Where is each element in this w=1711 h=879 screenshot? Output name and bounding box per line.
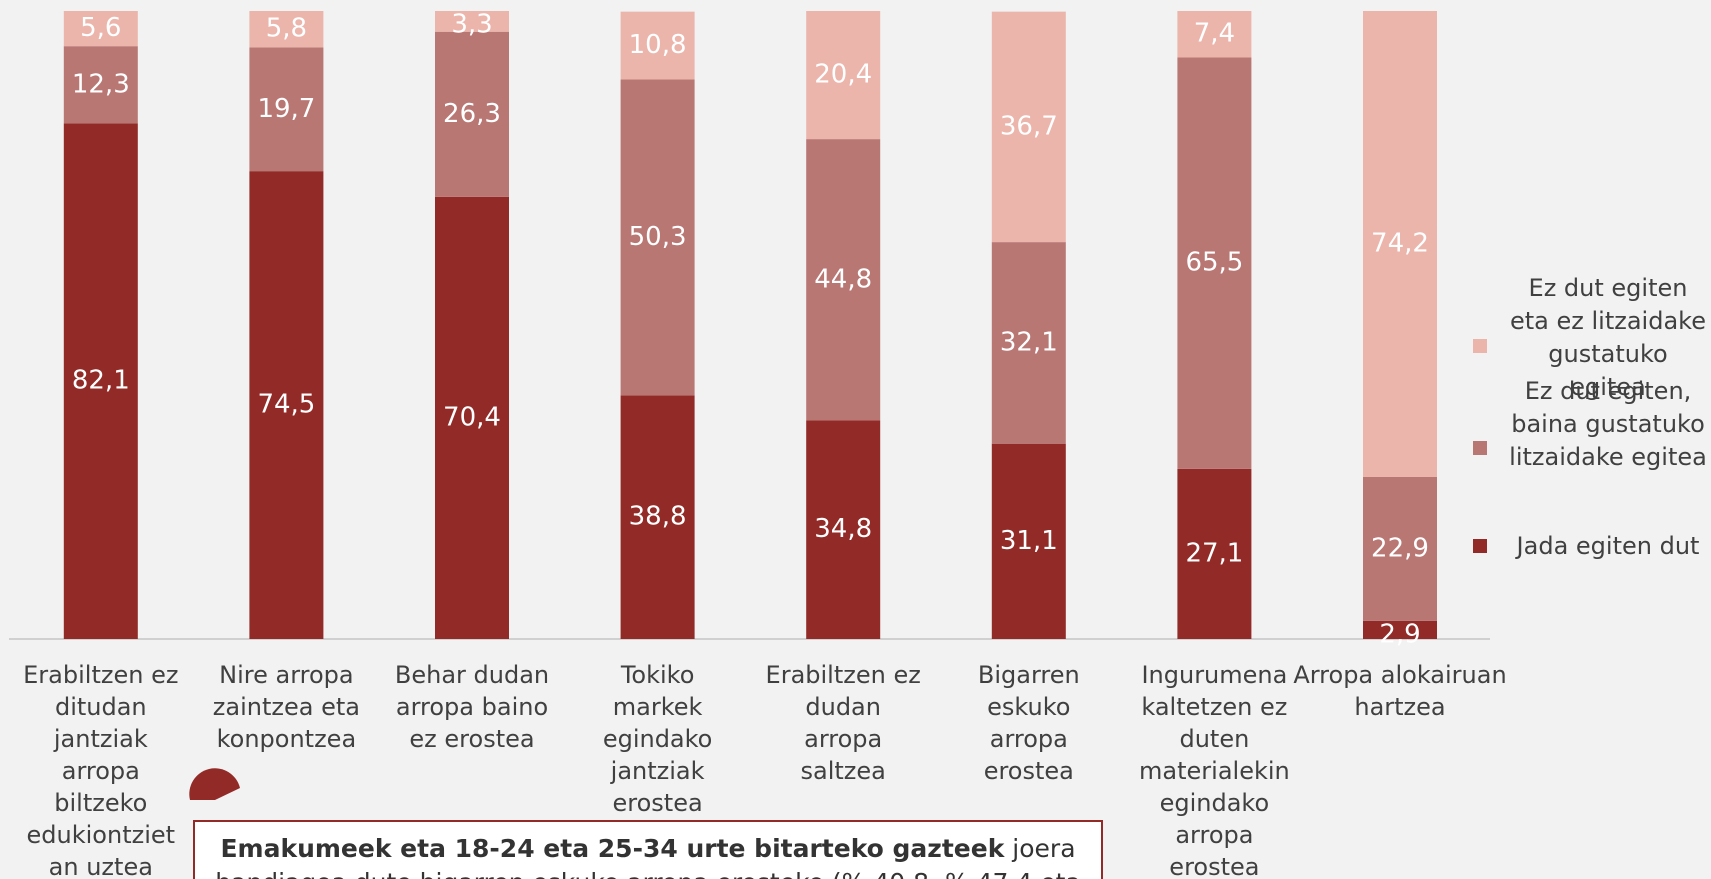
bar-segment — [1363, 620, 1437, 639]
value-label: 74,5 — [257, 390, 315, 420]
annotation-bold: Emakumeek eta 18-24 eta 25-34 urte bitar… — [220, 834, 1005, 863]
bar-segment — [620, 395, 695, 639]
bar-segment — [620, 79, 695, 396]
bar-segment — [991, 443, 1066, 639]
x-tick-label: Nire arropa zaintzea eta konpontzea — [212, 661, 360, 753]
value-label: 82,1 — [72, 366, 130, 396]
bar-segment — [249, 47, 324, 172]
bar-segment — [1177, 11, 1252, 58]
bar-segment — [435, 11, 509, 32]
value-label: 65,5 — [1185, 248, 1243, 278]
value-label: 44,8 — [814, 264, 872, 294]
x-tick-label: Arropa alokairuan hartzea — [1293, 661, 1507, 721]
bar-segment — [1177, 468, 1252, 639]
bar-segment — [806, 11, 881, 140]
legend-label: Ez dut egiten eta ez litzaidake gustatuk… — [1510, 274, 1706, 401]
x-tick-label: Erabiltzen ez ditudan jantziak arropa bi… — [23, 661, 179, 879]
annotation-text: joera handiagoa dute bigarren eskuko arr… — [215, 834, 1081, 879]
legend-marker — [1473, 539, 1487, 553]
value-label: 22,9 — [1371, 533, 1429, 563]
bar-segment — [63, 123, 138, 640]
x-tick-label: Tokiko markek egindako jantziak erostea — [602, 661, 713, 817]
value-label: 3,3 — [451, 10, 492, 40]
value-label: 20,4 — [814, 60, 872, 90]
bar-segment — [435, 196, 509, 639]
legend-label: Jada egiten dut — [1516, 532, 1700, 560]
bar-segment — [435, 31, 509, 197]
value-label: 7,4 — [1194, 19, 1235, 49]
value-label: 31,1 — [1000, 526, 1058, 556]
bar-segment — [620, 11, 695, 80]
value-label: 2,9 — [1379, 619, 1420, 649]
bar-segment — [1363, 11, 1437, 477]
value-label: 5,6 — [80, 13, 121, 43]
value-label: 32,1 — [1000, 327, 1058, 357]
value-label: 12,3 — [72, 69, 130, 99]
value-label: 5,8 — [266, 14, 307, 44]
x-tick-label: Bigarren eskuko arropa erostea — [977, 661, 1080, 785]
bar-segment — [63, 46, 138, 124]
bar-segment — [63, 11, 138, 47]
bar-segment — [249, 171, 324, 639]
bar-segment — [991, 242, 1066, 444]
value-label: 36,7 — [1000, 111, 1058, 141]
value-label: 26,3 — [443, 99, 501, 129]
bar-segment — [1363, 476, 1437, 621]
value-label: 27,1 — [1185, 538, 1243, 568]
bar-segment — [1177, 57, 1252, 469]
x-tick-label: Ingurumena kaltetzen ez duten materialek… — [1139, 661, 1290, 879]
value-label: 74,2 — [1371, 228, 1429, 258]
value-label: 70,4 — [443, 402, 501, 432]
x-tick-label: Erabiltzen ez dudan arropa saltzea — [765, 661, 921, 785]
x-tick-label: Behar dudan arropa baino ez erostea — [394, 661, 550, 753]
bar-segment — [806, 420, 881, 639]
value-label: 50,3 — [629, 222, 687, 252]
annotation: Emakumeek eta 18-24 eta 25-34 urte bitar… — [193, 820, 1103, 879]
value-label: 19,7 — [257, 94, 315, 124]
value-label: 10,8 — [629, 30, 687, 60]
bar-segment — [249, 11, 324, 48]
bar-segment — [806, 139, 881, 421]
value-label: 38,8 — [629, 502, 687, 532]
bar-segment — [991, 11, 1066, 243]
legend-marker — [1473, 339, 1487, 353]
value-label: 34,8 — [814, 514, 872, 544]
legend-label: Ez dut egiten, baina gustatuko litzaidak… — [1509, 377, 1707, 471]
legend-marker — [1473, 441, 1487, 455]
note-icon — [189, 768, 240, 800]
